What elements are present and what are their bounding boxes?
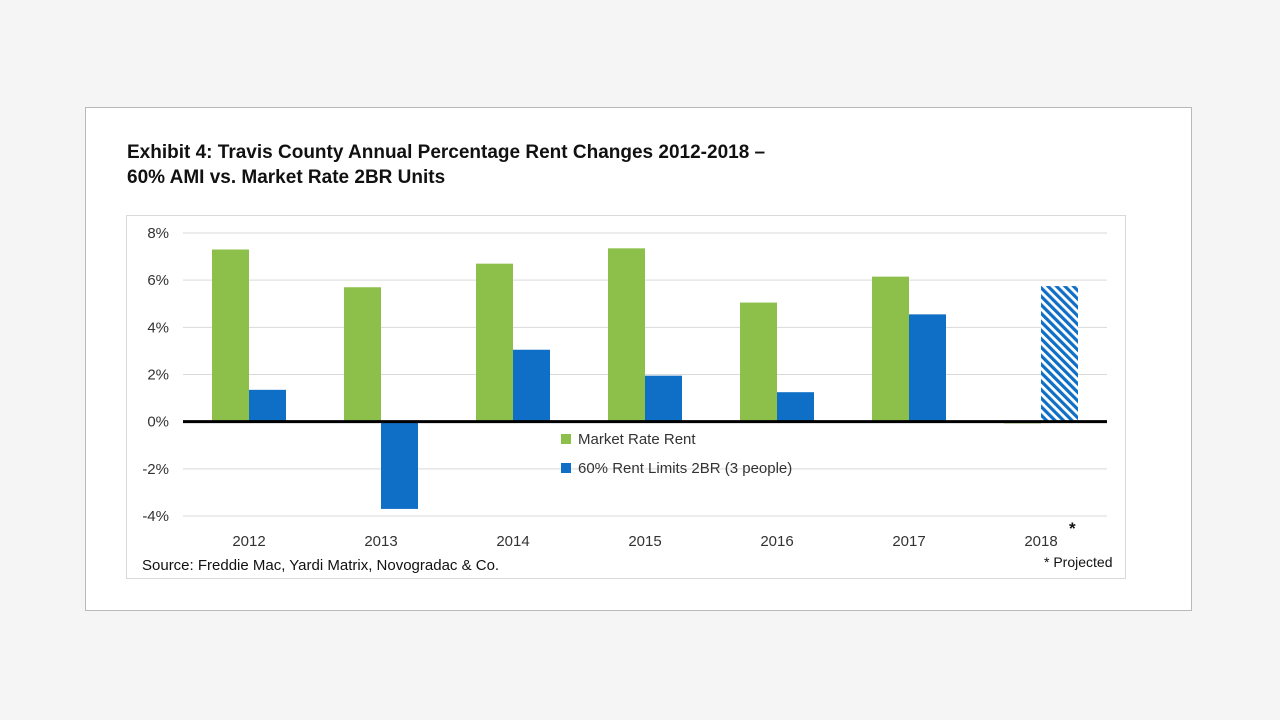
bar-market-rate-2015 <box>608 248 645 422</box>
x-tick-label: 2017 <box>892 533 925 550</box>
y-tick-label: 4% <box>147 319 169 336</box>
y-tick-label: 2% <box>147 367 169 384</box>
bar-rent-limit-2018 <box>1041 286 1078 422</box>
plot-area: 8% 6% 4% 2% 0% -2% -4% 2012 2013 2014 2015 2016 2017… <box>126 215 1126 579</box>
legend-swatch <box>561 463 571 473</box>
chart-card: Exhibit 4: Travis County Annual Percenta… <box>85 107 1192 611</box>
bar-market-rate-2017 <box>872 276 909 422</box>
bar-rent-limit-2016 <box>777 392 814 422</box>
y-tick-label: -2% <box>142 461 169 478</box>
x-tick-label: 2013 <box>364 533 397 550</box>
legend-label: Market Rate Rent <box>578 431 696 448</box>
x-tick-label: 2015 <box>628 533 661 550</box>
bar-rent-limit-2012 <box>249 389 286 422</box>
legend-swatch <box>561 434 571 444</box>
bar-market-rate-2016 <box>740 302 777 422</box>
x-tick-label: 2012 <box>232 533 265 550</box>
bar-rent-limit-2015 <box>645 375 682 422</box>
y-tick-label: 0% <box>147 414 169 431</box>
chart-title-line-2: 60% AMI vs. Market Rate 2BR Units <box>127 167 446 188</box>
bar-chart: 8% 6% 4% 2% 0% -2% -4% 2012 2013 2014 2015 2016 2017… <box>142 225 1107 550</box>
legend-label: 60% Rent Limits 2BR (3 people) <box>578 460 792 477</box>
x-tick-label: 2016 <box>760 533 793 550</box>
x-tick-label: 2014 <box>496 533 529 550</box>
bar-market-rate-2012 <box>212 249 249 422</box>
bar-market-rate-2013 <box>344 287 381 422</box>
chart-title-line-1: Exhibit 4: Travis County Annual Percenta… <box>127 142 766 163</box>
projected-footnote: * Projected <box>1044 554 1113 570</box>
x-tick-label: 2018 <box>1024 533 1057 550</box>
y-tick-label: 8% <box>147 225 169 242</box>
source-note: Source: Freddie Mac, Yardi Matrix, Novog… <box>142 557 500 574</box>
bar-market-rate-2014 <box>476 263 513 422</box>
chart-title: Exhibit 4: Travis County Annual Percenta… <box>127 140 765 190</box>
y-tick-label: 6% <box>147 272 169 289</box>
y-tick-label: -4% <box>142 508 169 525</box>
bar-rent-limit-2017 <box>909 314 946 422</box>
projected-marker: * <box>1069 519 1076 538</box>
bar-rent-limit-2013 <box>381 421 418 509</box>
bar-rent-limit-2014 <box>513 349 550 422</box>
